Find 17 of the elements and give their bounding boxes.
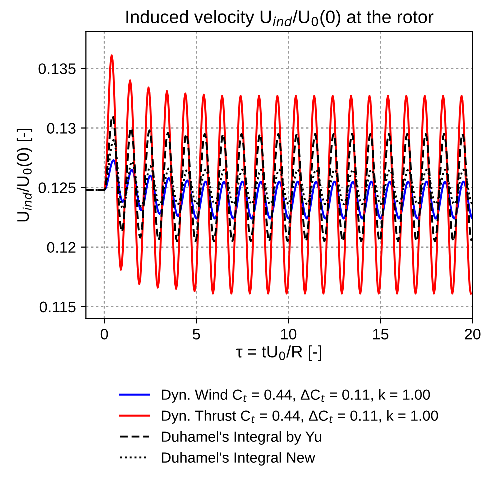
- y-tick-label: 0.125: [38, 182, 76, 194]
- x-axis-title: τ = tU$_{0}$/R [-]: [236, 346, 322, 362]
- x-tick-label: 0: [100, 328, 108, 340]
- x-tick-label: 5: [193, 329, 200, 340]
- legend-label: Duhamel's Integral New: [162, 452, 316, 466]
- legend-label: Duhamel's Integral by Yu: [162, 431, 322, 445]
- y-axis-title: U$_{ind}$/U$_{0}$(0) [-]: [16, 128, 33, 222]
- x-tick-label: 10: [281, 328, 297, 340]
- legend-label: Dyn. Wind C$_{t}$ = 0.44, ΔC$_{t}$ = 0.11, k = 1.00: [162, 389, 430, 403]
- x-tick-label: 20: [465, 328, 481, 340]
- y-tick-label: 0.13: [47, 123, 76, 134]
- y-tick-label: 0.115: [40, 302, 76, 313]
- legend-label: Dyn. Thrust C$_{t}$ = 0.44, ΔC$_{t}$ = 0.11, k = 1.00: [162, 410, 438, 424]
- chart-title: Induced velocity U$_{ind}$/U$_{0}$(0) at the rotor: [126, 10, 434, 28]
- y-tick-label: 0.135: [38, 64, 76, 74]
- y-tick-label: 0.12: [47, 242, 76, 254]
- x-tick-label: 15: [373, 329, 389, 340]
